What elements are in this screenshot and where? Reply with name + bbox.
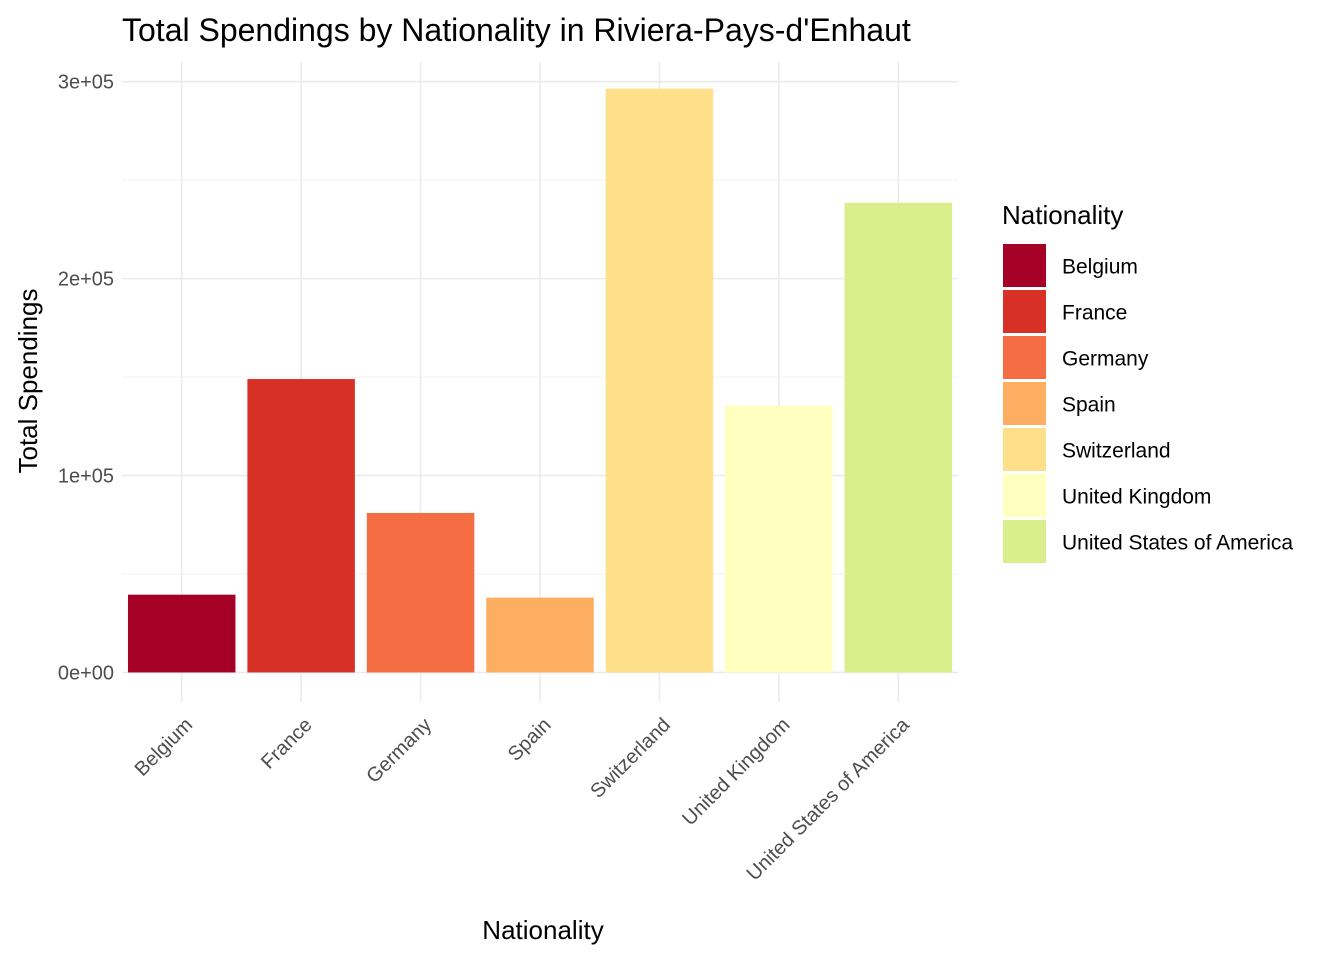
x-tick-label: United Kingdom (678, 714, 794, 830)
y-tick-label: 3e+05 (58, 72, 114, 94)
y-tick-label: 2e+05 (58, 269, 114, 291)
legend-key (1003, 382, 1046, 425)
legend-label: United States of America (1062, 532, 1293, 555)
legend-key (1003, 336, 1046, 379)
legend-label: Belgium (1062, 256, 1138, 279)
legend-key (1003, 428, 1046, 471)
chart-title: Total Spendings by Nationality in Rivier… (122, 12, 911, 48)
bar-united-kingdom (725, 405, 833, 673)
bar-belgium (127, 594, 236, 673)
bar-spain (486, 597, 594, 673)
bar-united-states-of-america (844, 202, 953, 673)
x-tick-label: France (257, 714, 317, 774)
bars (127, 88, 953, 673)
y-tick-label: 0e+00 (58, 662, 114, 684)
x-axis: Belgium France Germany Spain Switzerland Unit… (131, 713, 915, 885)
y-tick-label: 1e+05 (58, 466, 114, 488)
x-axis-title: Nationality (482, 915, 603, 945)
legend-key (1003, 474, 1046, 517)
legend-label: Switzerland (1062, 440, 1171, 463)
y-axis-title: Total Spendings (13, 288, 43, 473)
bar-germany (366, 512, 475, 673)
x-tick-label: Switzerland (586, 714, 675, 803)
bar-france (247, 379, 355, 673)
x-tick-label: Belgium (131, 714, 198, 781)
legend-label: United Kingdom (1062, 486, 1211, 509)
legend-label: Germany (1062, 348, 1149, 371)
legend-key (1003, 290, 1046, 333)
x-tick-label: Spain (504, 714, 556, 766)
legend-title: Nationality (1002, 200, 1123, 230)
legend-label: France (1062, 302, 1127, 325)
legend-key (1003, 520, 1046, 563)
bar-switzerland (605, 88, 714, 673)
y-axis: 0e+00 1e+05 2e+05 3e+05 (58, 72, 114, 685)
x-tick-label: Germany (362, 714, 436, 788)
legend-label: Spain (1062, 394, 1116, 417)
legend: Nationality Belgium France Germany Spain Swi… (1002, 200, 1293, 563)
legend-key (1003, 244, 1046, 287)
